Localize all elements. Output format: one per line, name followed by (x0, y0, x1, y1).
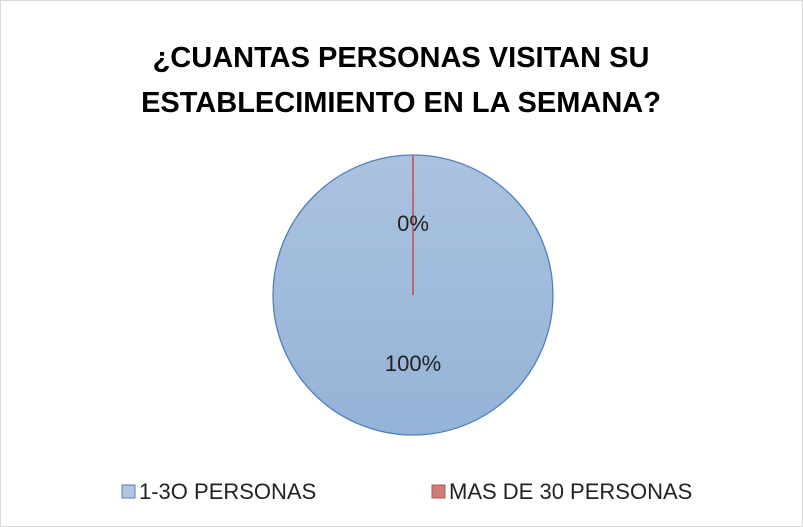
chart-title: ¿CUANTAS PERSONAS VISITAN SU ESTABLECIMI… (141, 42, 661, 119)
legend-swatch (431, 484, 446, 499)
legend-swatch (121, 484, 136, 499)
data-label: 100% (385, 351, 441, 376)
legend-label: 1-3O PERSONAS (139, 479, 316, 504)
data-label: 0% (397, 211, 429, 236)
legend-label: MAS DE 30 PERSONAS (449, 479, 692, 504)
